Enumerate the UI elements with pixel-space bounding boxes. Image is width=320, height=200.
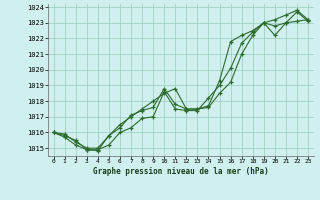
X-axis label: Graphe pression niveau de la mer (hPa): Graphe pression niveau de la mer (hPa) — [93, 167, 269, 176]
